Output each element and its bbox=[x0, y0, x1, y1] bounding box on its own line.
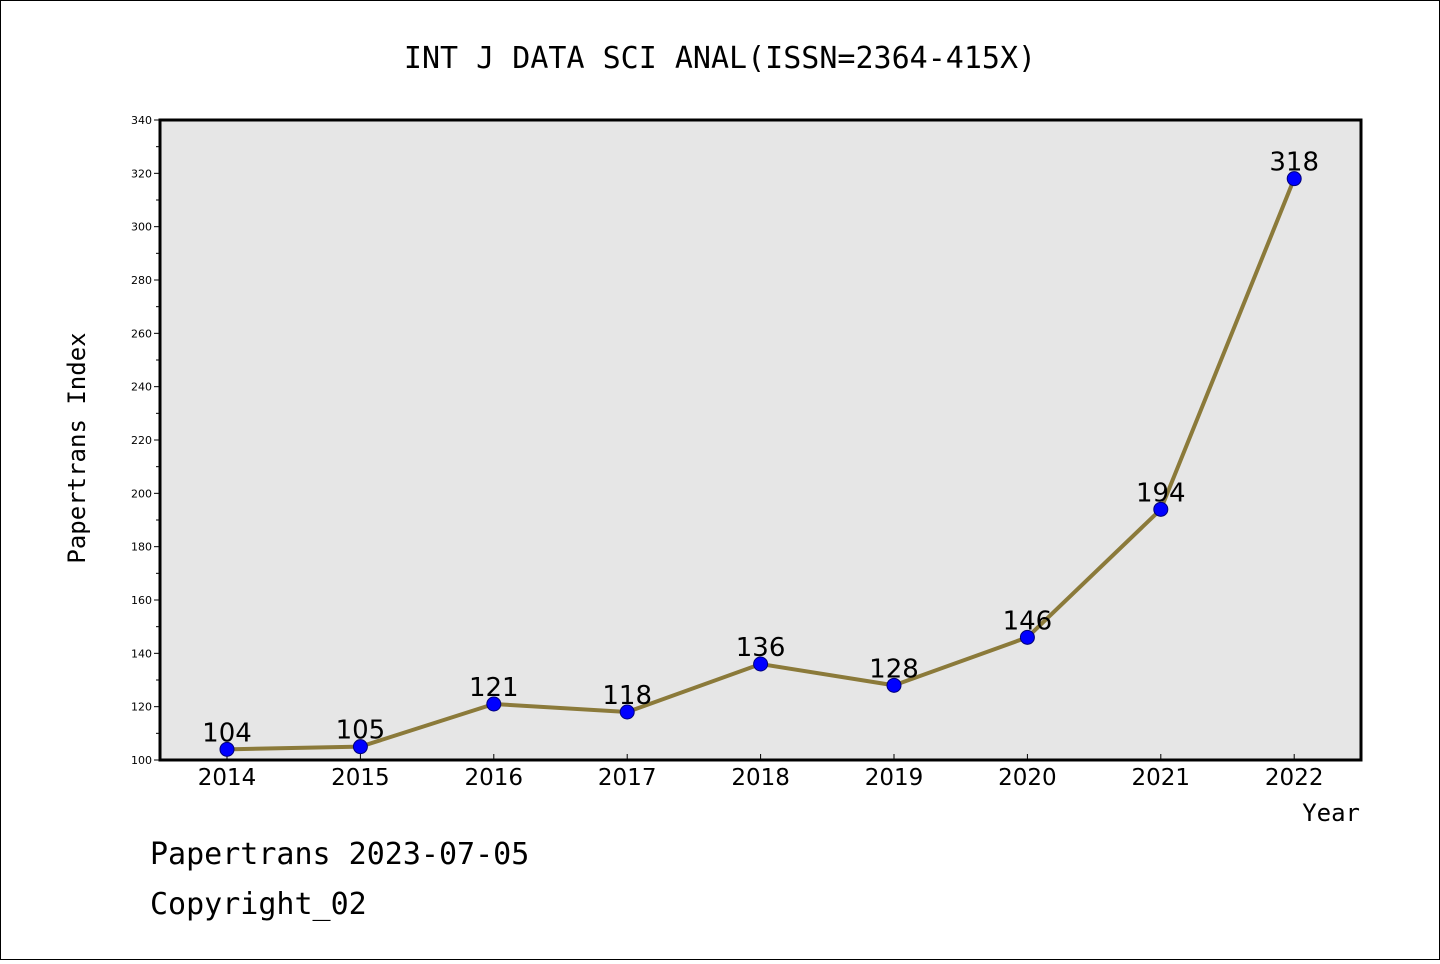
y-tick-label: 240 bbox=[131, 381, 152, 394]
data-point-marker bbox=[1153, 501, 1169, 517]
footer-copyright: Copyright_02 bbox=[150, 887, 367, 922]
chart-title: INT J DATA SCI ANAL(ISSN=2364-415X) bbox=[404, 41, 1036, 76]
x-tick-label: 2015 bbox=[331, 765, 390, 791]
x-tick-label: 2017 bbox=[598, 765, 657, 791]
y-tick-label: 160 bbox=[131, 594, 152, 607]
data-label: 128 bbox=[869, 654, 919, 684]
footer-date: Papertrans 2023-07-05 bbox=[150, 837, 529, 872]
y-tick-label: 220 bbox=[131, 434, 152, 447]
data-point-marker bbox=[1019, 629, 1035, 645]
y-tick-label: 340 bbox=[131, 114, 152, 127]
y-tick-label: 120 bbox=[131, 701, 152, 714]
data-point-marker bbox=[886, 677, 902, 693]
data-label: 318 bbox=[1269, 148, 1319, 178]
y-tick-label: 320 bbox=[131, 167, 152, 180]
data-point-marker bbox=[619, 704, 635, 720]
y-tick-label: 200 bbox=[131, 487, 152, 500]
y-axis: 100 120 140 160 180 200 220 240 260 280 300 320 340 bbox=[131, 114, 160, 767]
y-tick-label: 300 bbox=[131, 221, 152, 234]
data-label: 121 bbox=[469, 673, 519, 703]
data-point-marker bbox=[486, 696, 502, 712]
data-markers bbox=[219, 171, 1302, 757]
data-labels: 104 105 121 118 136 128 146 194 318 bbox=[202, 148, 1319, 749]
data-label: 146 bbox=[1003, 606, 1053, 636]
data-point-marker bbox=[753, 656, 769, 672]
y-tick-label: 280 bbox=[131, 274, 152, 287]
y-tick-label: 180 bbox=[131, 541, 152, 554]
x-tick-label: 2020 bbox=[998, 765, 1057, 791]
x-tick-label: 2014 bbox=[198, 765, 257, 791]
data-label: 194 bbox=[1136, 478, 1186, 508]
x-tick-label: 2018 bbox=[731, 765, 790, 791]
x-axis: 2014 2015 2016 2017 2018 2019 2020 2021 2022 bbox=[198, 754, 1324, 791]
x-tick-label: 2016 bbox=[465, 765, 524, 791]
y-tick-label: 100 bbox=[131, 754, 152, 767]
data-label: 118 bbox=[602, 681, 652, 711]
y-tick-label: 140 bbox=[131, 647, 152, 660]
data-label: 105 bbox=[336, 716, 386, 746]
data-point-marker bbox=[1286, 171, 1302, 187]
x-tick-label: 2019 bbox=[865, 765, 924, 791]
x-tick-label: 2021 bbox=[1132, 765, 1191, 791]
data-point-marker bbox=[219, 741, 235, 757]
data-label: 104 bbox=[202, 718, 252, 748]
x-tick-label: 2022 bbox=[1265, 765, 1324, 791]
data-label: 136 bbox=[736, 633, 786, 663]
y-tick-label: 260 bbox=[131, 327, 152, 340]
plot-area bbox=[158, 118, 1363, 762]
data-point-marker bbox=[352, 739, 368, 755]
y-axis-title: Papertrans Index bbox=[63, 332, 91, 563]
x-axis-title: Year bbox=[1302, 799, 1360, 827]
